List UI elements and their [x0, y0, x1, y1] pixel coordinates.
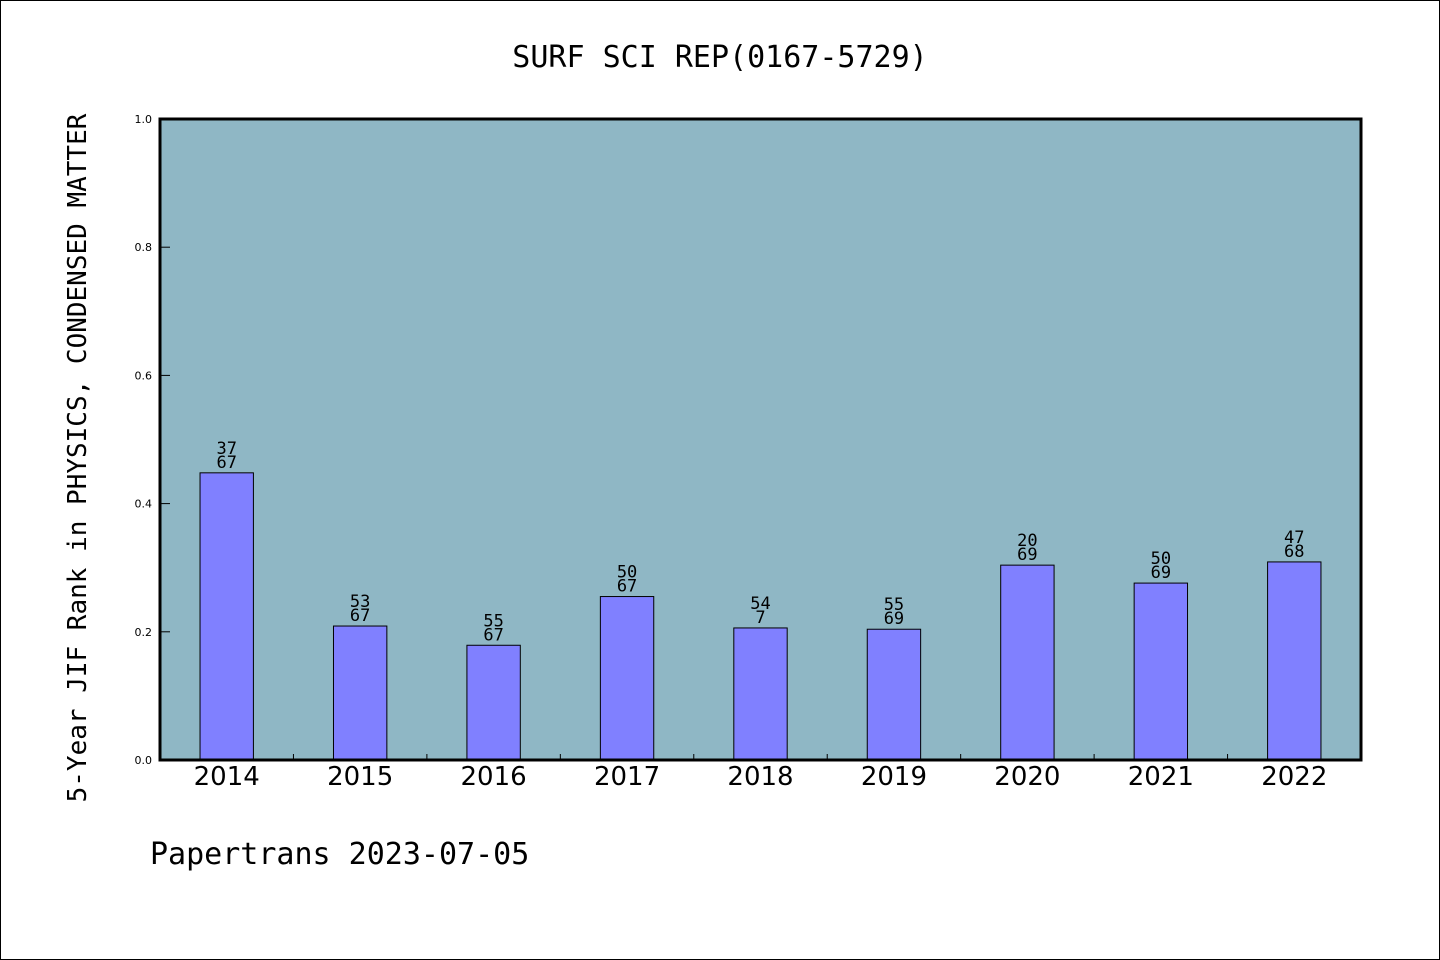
bar-label-total: 67 — [350, 606, 370, 626]
y-axis-label: 5-Year JIF Rank in PHYSICS, CONDENSED MA… — [63, 113, 93, 802]
y-tick-label: 0.0 — [135, 754, 153, 767]
footer-watermark: Papertrans 2023-07-05 — [150, 837, 529, 872]
x-tick-label: 2017 — [594, 762, 660, 792]
bar-label-total: 67 — [216, 453, 236, 473]
x-ticks-group: 2014 2015 2016 2017 2018 2019 2020 2021 2022 — [194, 754, 1327, 792]
y-tick-label: 0.6 — [135, 369, 153, 382]
bar-label-rank: 54 — [750, 594, 770, 614]
bar-label-rank: 47 — [1284, 528, 1304, 548]
x-tick-label: 2014 — [194, 762, 260, 792]
bar-label-total: 67 — [483, 625, 503, 645]
y-tick-label: 0.8 — [135, 241, 153, 254]
bar-2022 — [1267, 561, 1322, 761]
bar-2014 — [199, 472, 254, 761]
y-ticks-group: 0.0 0.2 0.4 0.6 0.8 1.0 — [135, 113, 170, 767]
x-tick-label: 2021 — [1128, 762, 1194, 792]
x-tick-label: 2020 — [994, 762, 1060, 792]
bar-label-total: 69 — [1151, 563, 1171, 583]
bar-label-rank: 50 — [1151, 549, 1171, 569]
bar-label-rank: 20 — [1017, 531, 1037, 551]
x-tick-label: 2016 — [461, 762, 527, 792]
bar-2019 — [866, 628, 922, 761]
x-tick-label: 2018 — [727, 762, 793, 792]
y-tick-label: 0.2 — [135, 626, 153, 639]
bar-2018 — [733, 627, 788, 761]
x-tick-label: 2019 — [861, 762, 927, 792]
bar-label-rank: 37 — [216, 439, 236, 459]
bar-label-total: 69 — [884, 609, 904, 629]
plot-border — [158, 117, 1363, 762]
bar-label-total: 67 — [617, 577, 637, 597]
bar-label-rank: 55 — [884, 595, 904, 615]
bar-2021 — [1133, 582, 1189, 761]
bar-label-rank: 55 — [483, 611, 503, 631]
y-tick-label: 1.0 — [135, 113, 153, 126]
bar-2020 — [1000, 564, 1055, 761]
bar-label-total: 7 — [755, 608, 765, 628]
y-tick-label: 0.4 — [135, 498, 153, 511]
bar-label-rank: 50 — [617, 563, 637, 583]
bar-2017 — [599, 596, 655, 761]
bar-label-rank: 53 — [350, 592, 370, 612]
x-tick-label: 2022 — [1261, 762, 1327, 792]
bar-label-total: 68 — [1284, 542, 1304, 562]
bar-label-total: 69 — [1017, 545, 1037, 565]
x-tick-label: 2015 — [327, 762, 393, 792]
bar-2016 — [466, 644, 521, 761]
bar-2015 — [332, 625, 388, 761]
chart-title: SURF SCI REP(0167-5729) — [512, 40, 927, 75]
